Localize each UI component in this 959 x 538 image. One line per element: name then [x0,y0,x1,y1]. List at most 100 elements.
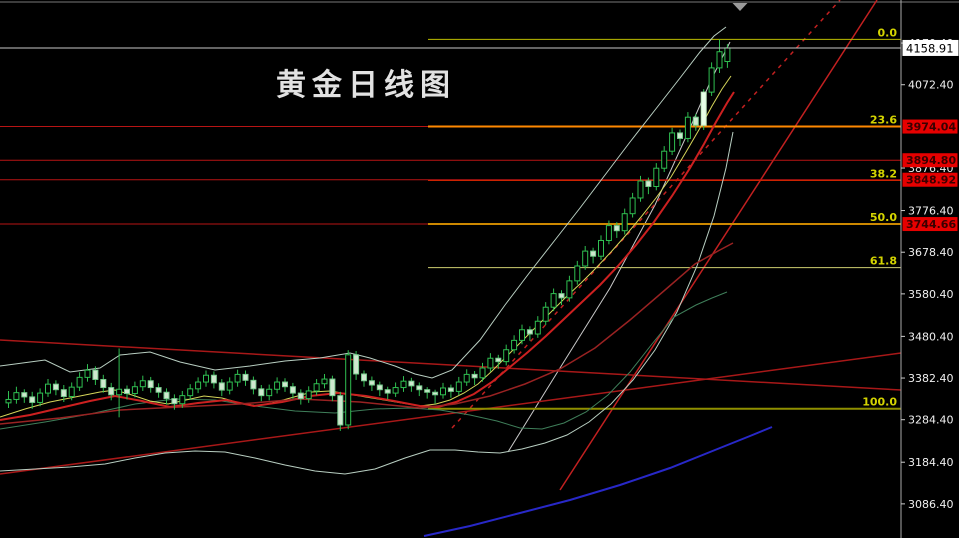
candlestick [234,373,241,383]
candlestick [511,339,518,351]
fib-level-label: 61.8 [870,255,897,268]
candlestick [52,383,59,391]
price-tag-red-label: 3974.04 [906,121,956,134]
candlestick [147,380,154,389]
axis-price-label: 4072.40 [908,79,954,92]
trendline-support-red [0,352,902,475]
candlestick [60,389,67,397]
candlestick [131,386,138,395]
price-tag-red-label: 3744.66 [906,218,956,231]
candlestick [337,395,344,426]
candlestick [179,395,186,405]
candlestick [692,116,699,126]
axis-price-label: 3678.40 [908,246,954,259]
candlestick [416,385,423,391]
candlestick [582,250,589,267]
candlestick [274,381,281,390]
price-tag-red-label: 3894.80 [906,154,956,167]
price-tag-red [902,153,958,168]
candlestick [384,389,391,394]
axis-price-label: 3382.40 [908,372,954,385]
candlestick [171,398,178,405]
axis-price-label: 3776.40 [908,205,954,218]
candlestick [392,387,399,394]
price-tag-red [902,172,958,187]
candlestick [76,376,83,388]
candlestick [558,293,565,299]
candlestick [487,357,494,369]
candlestick [368,380,375,386]
candlestick [108,387,115,396]
candlestick [542,306,549,322]
trendline-steep-red [559,0,878,491]
candlestick [345,354,352,426]
lower-bollinger-band [0,131,734,475]
candlestick [424,389,431,393]
candlestick [92,369,99,380]
candlestick [479,367,486,379]
ma-red-slow [0,242,734,425]
candlestick [37,392,44,403]
fib-level-label: 38.2 [870,167,897,180]
candlestick [598,239,604,257]
current-price-tag-label: 4158.91 [906,41,954,55]
candlestick [669,132,676,152]
candlestick [653,167,660,187]
candlestick [629,197,636,215]
candlestick [210,374,217,384]
candlestick [574,265,581,282]
candlestick [282,381,288,388]
current-price-tag [902,39,959,56]
price-tag-red [902,217,958,232]
candlestick [84,369,91,378]
candlestick [447,387,454,392]
candlestick [218,382,225,391]
axis-price-label: 3580.40 [908,288,954,301]
candlestick [203,374,209,383]
fib-level-label: 100.0 [862,396,897,409]
candlestick [321,378,328,385]
candlestick [463,373,470,383]
candlestick [116,388,123,396]
candlestick [139,380,146,388]
price-axis[interactable]: 4170.404072.403876.403776.403678.403580.… [900,0,959,538]
candlestick [250,379,257,390]
candlestick [163,391,170,400]
candlestick [645,180,652,187]
candlestick [637,180,644,199]
candlestick [613,225,620,232]
triangle-down-marker [732,3,748,11]
candlestick [716,51,723,69]
candlestick [621,213,628,232]
candlestick [297,392,304,400]
fib-level-label: 0.0 [878,26,898,39]
candlestick [376,384,383,391]
candles-layer [5,39,731,431]
candlestick [21,392,28,398]
candlestick [550,293,557,308]
candlestick [455,381,462,392]
ma-red-fast [0,91,735,421]
candlestick [432,391,439,396]
candlestick [661,150,668,169]
candlestick [329,378,336,397]
candlestick [13,392,20,400]
candlestick [526,329,533,335]
ma-blue-longterm [423,426,773,537]
axis-price-label: 3284.40 [908,414,954,427]
candlestick [29,396,36,403]
candlestick [700,91,707,126]
candlestick [503,349,510,363]
candlestick [408,380,415,387]
candlestick [155,387,162,393]
axis-price-label: 3086.40 [908,498,954,511]
candlestick [353,354,360,375]
upper-bollinger-band [0,26,727,379]
candlestick [242,373,249,381]
candlestick [677,132,683,139]
candlestick [124,388,130,395]
candlestick [313,383,320,392]
candlestick [45,383,51,394]
